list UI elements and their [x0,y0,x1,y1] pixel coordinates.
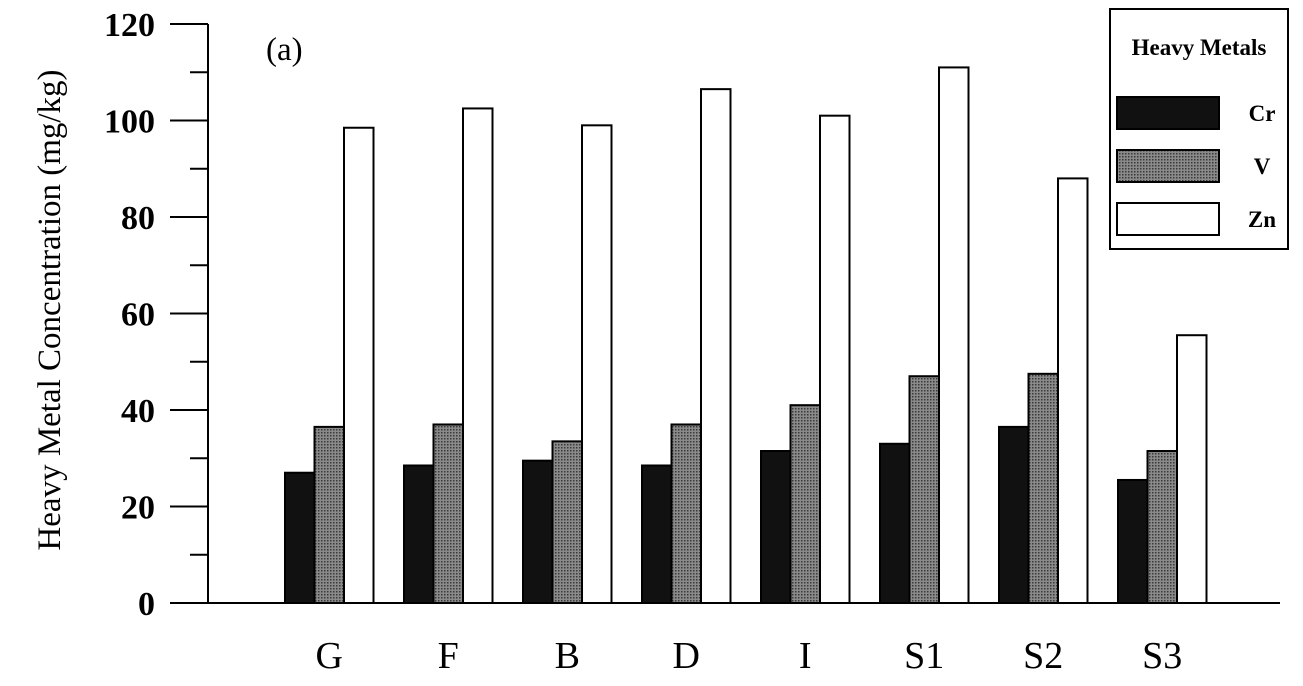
bar-v-i [789,404,821,604]
legend-label-zn: Zn [1248,207,1276,232]
panel-label: (a) [266,32,303,68]
x-tick-label: F [438,635,459,677]
bar-cr-s2 [998,425,1030,605]
legend: Heavy Metals Cr V Zn [1109,8,1289,250]
bar-cr-b [522,459,554,604]
y-tick-label: 20 [121,490,155,527]
legend-swatch-v [1116,149,1220,183]
legend-swatch-cr [1116,96,1220,130]
y-tick-label: 120 [104,7,155,44]
y-tick-label: 40 [121,393,155,430]
bar-zn-g [343,126,375,605]
bar-v-s1 [908,375,940,604]
y-tick-label: 60 [121,297,155,334]
legend-swatch-zn [1116,202,1220,236]
x-tick-label: S3 [1142,635,1182,677]
bar-cr-i [760,450,792,605]
x-tick-label: D [673,635,700,677]
y-tick-label: 0 [138,586,155,623]
x-tick-label: B [555,635,580,677]
labels: (a) Heavy Metal Concentration (mg/kg) G F… [32,32,1182,677]
bar-cr-d [641,464,673,604]
bar-zn-s3 [1176,334,1208,604]
bar-zn-f [462,107,494,604]
legend-label-v: V [1254,154,1271,179]
bar-cr-f [403,464,435,604]
legend-label-cr: Cr [1249,101,1276,126]
bar-zn-b [581,124,613,604]
bar-v-f [432,423,464,604]
bar-v-d [670,423,702,604]
bar-zn-i [819,114,851,605]
y-tick-label: 100 [104,104,155,141]
bar-zn-s1 [938,66,970,605]
bar-v-b [551,440,583,604]
bar-v-g [313,425,345,605]
bar-v-s2 [1027,372,1059,604]
bar-zn-d [700,88,732,604]
x-tick-label: I [799,635,812,677]
bar-v-s3 [1146,450,1178,605]
bars [284,66,1208,605]
bar-zn-s2 [1057,177,1089,604]
y-axis-label: Heavy Metal Concentration (mg/kg) [32,69,68,550]
bar-cr-s3 [1117,478,1149,604]
x-tick-label: G [316,635,343,677]
bar-cr-s1 [879,442,911,604]
legend-title: Heavy Metals [1132,35,1267,60]
x-tick-label: S1 [904,635,944,677]
x-tick-label: S2 [1023,635,1063,677]
y-tick-label: 80 [121,200,155,237]
bar-cr-g [284,471,316,604]
